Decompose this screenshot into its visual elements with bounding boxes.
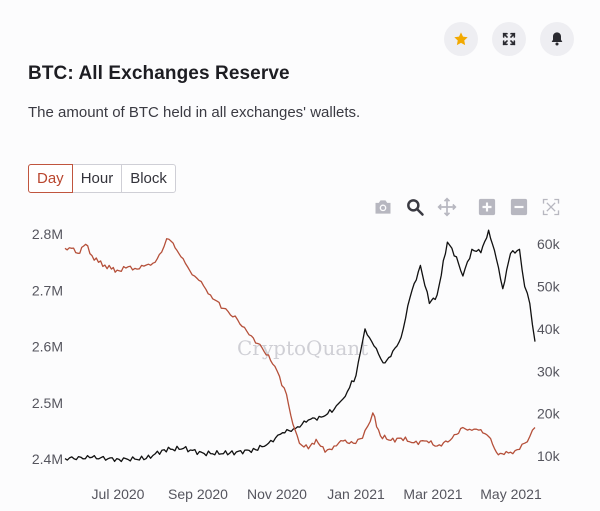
btc-price-line bbox=[64, 229, 536, 463]
x-axis: Jul 2020 Sep 2020 Nov 2020 Jan 2021 Mar 2021… bbox=[92, 486, 542, 502]
pan-icon[interactable] bbox=[436, 196, 458, 218]
resolution-tabs: Day Hour Block bbox=[28, 164, 176, 193]
tab-block[interactable]: Block bbox=[130, 170, 167, 187]
x-axis-tick: Nov 2020 bbox=[247, 486, 307, 502]
x-axis-tick: Mar 2021 bbox=[403, 486, 462, 502]
right-axis-tick: 20k bbox=[537, 406, 561, 422]
tab-day[interactable]: Day bbox=[28, 164, 73, 193]
left-axis-tick: 2.4M bbox=[32, 451, 63, 467]
fullscreen-button[interactable] bbox=[492, 22, 526, 56]
x-axis-tick: Jul 2020 bbox=[92, 486, 145, 502]
left-axis-tick: 2.7M bbox=[32, 282, 63, 298]
chart-toolbar bbox=[372, 196, 562, 218]
left-axis: 2.8M 2.7M 2.6M 2.5M 2.4M bbox=[32, 226, 63, 467]
left-axis-tick: 2.8M bbox=[32, 226, 63, 242]
right-axis-tick: 40k bbox=[537, 321, 561, 337]
zoom-icon[interactable] bbox=[404, 196, 426, 218]
x-axis-tick: Sep 2020 bbox=[168, 486, 228, 502]
card-actions bbox=[444, 22, 574, 56]
camera-icon[interactable] bbox=[372, 196, 394, 218]
expand-icon bbox=[501, 31, 517, 47]
chart-subtitle: The amount of BTC held in all exchanges'… bbox=[28, 104, 361, 121]
chart-title: BTC: All Exchanges Reserve bbox=[28, 63, 290, 84]
bell-icon bbox=[549, 31, 565, 47]
exchange-reserve-line bbox=[64, 238, 536, 456]
right-axis-tick: 50k bbox=[537, 279, 561, 295]
reserve-chart[interactable]: CryptoQuant 2.8M 2.7M 2.6M 2.5M 2.4M 60k 50k 4… bbox=[0, 215, 600, 511]
left-axis-tick: 2.5M bbox=[32, 395, 63, 411]
tab-hour[interactable]: Hour bbox=[73, 165, 123, 192]
right-axis-tick: 60k bbox=[537, 236, 561, 252]
alert-button[interactable] bbox=[540, 22, 574, 56]
x-axis-tick: Jan 2021 bbox=[327, 486, 385, 502]
autoscale-icon[interactable] bbox=[540, 196, 562, 218]
zoom-out-icon[interactable] bbox=[508, 196, 530, 218]
favorite-button[interactable] bbox=[444, 22, 478, 56]
right-axis-tick: 10k bbox=[537, 448, 561, 464]
right-axis-tick: 30k bbox=[537, 363, 561, 379]
left-axis-tick: 2.6M bbox=[32, 339, 63, 355]
x-axis-tick: May 2021 bbox=[480, 486, 542, 502]
right-axis: 60k 50k 40k 30k 20k 10k bbox=[537, 236, 561, 464]
star-icon bbox=[453, 31, 469, 47]
watermark: CryptoQuant bbox=[237, 336, 368, 360]
zoom-in-icon[interactable] bbox=[476, 196, 498, 218]
